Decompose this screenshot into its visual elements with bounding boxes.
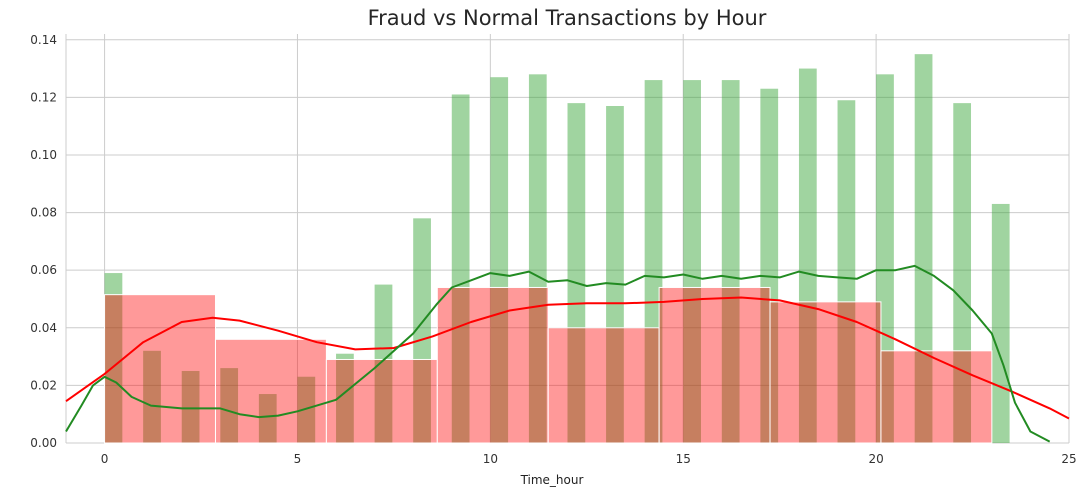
fraud-bar: [325, 358, 438, 444]
y-tick-label: 0.12: [30, 90, 57, 104]
normal-bar: [760, 88, 779, 444]
x-tick-label: 5: [294, 452, 302, 466]
normal-bar: [721, 80, 740, 444]
normal-bar: [914, 54, 933, 443]
fraud-bar: [436, 286, 549, 444]
normal-bar: [528, 74, 547, 443]
fraud-bar: [880, 350, 993, 444]
fraud-bar: [547, 327, 660, 444]
normal-bar: [181, 370, 200, 443]
fraud-bar: [214, 338, 327, 444]
normal-bar: [991, 203, 1010, 443]
normal-bar: [953, 103, 972, 443]
y-tick-label: 0.10: [30, 148, 57, 162]
normal-bar: [567, 103, 586, 443]
normal-bar: [490, 77, 509, 443]
x-tick-label: 0: [101, 452, 109, 466]
y-tick-label: 0.04: [30, 321, 57, 335]
x-tick-label: 25: [1061, 452, 1076, 466]
x-tick-label: 10: [483, 452, 498, 466]
y-tick-label: 0.14: [30, 33, 57, 47]
x-tick-label: 20: [868, 452, 883, 466]
fraud-bar: [769, 301, 882, 444]
fraud-bar: [104, 294, 216, 444]
normal-bar: [413, 218, 431, 443]
fraud-bar: [658, 286, 771, 444]
fraud-histogram: [104, 286, 993, 444]
normal-bar: [104, 273, 123, 443]
y-tick-label: 0.08: [30, 206, 57, 220]
normal-bar: [220, 368, 239, 443]
normal-bar: [451, 94, 470, 444]
fraud-kde-line: [65, 296, 1070, 420]
chart-title: Fraud vs Normal Transactions by Hour: [368, 6, 767, 30]
normal-kde-line: [65, 264, 1051, 443]
kde-curves: [65, 264, 1070, 443]
x-tick-label: 15: [676, 452, 691, 466]
x-axis-label: Time_hour: [520, 473, 584, 487]
y-tick-label: 0.02: [30, 378, 57, 392]
normal-bar: [606, 106, 624, 443]
normal-bar: [258, 394, 277, 443]
normal-bar: [374, 284, 393, 443]
normal-bar: [683, 80, 701, 444]
normal-bar: [336, 353, 354, 443]
y-tick-labels: 0.00 0.02 0.04 0.06 0.08 0.10 0.12 0.14: [30, 33, 57, 450]
normal-bar: [798, 68, 817, 443]
y-tick-label: 0.00: [30, 436, 57, 450]
normal-bar: [143, 350, 161, 443]
normal-bar: [297, 376, 316, 443]
normal-bar: [644, 80, 663, 444]
x-tick-labels: 0 5 10 15 20 25: [101, 452, 1077, 466]
y-tick-label: 0.06: [30, 263, 57, 277]
normal-bar: [837, 100, 856, 444]
